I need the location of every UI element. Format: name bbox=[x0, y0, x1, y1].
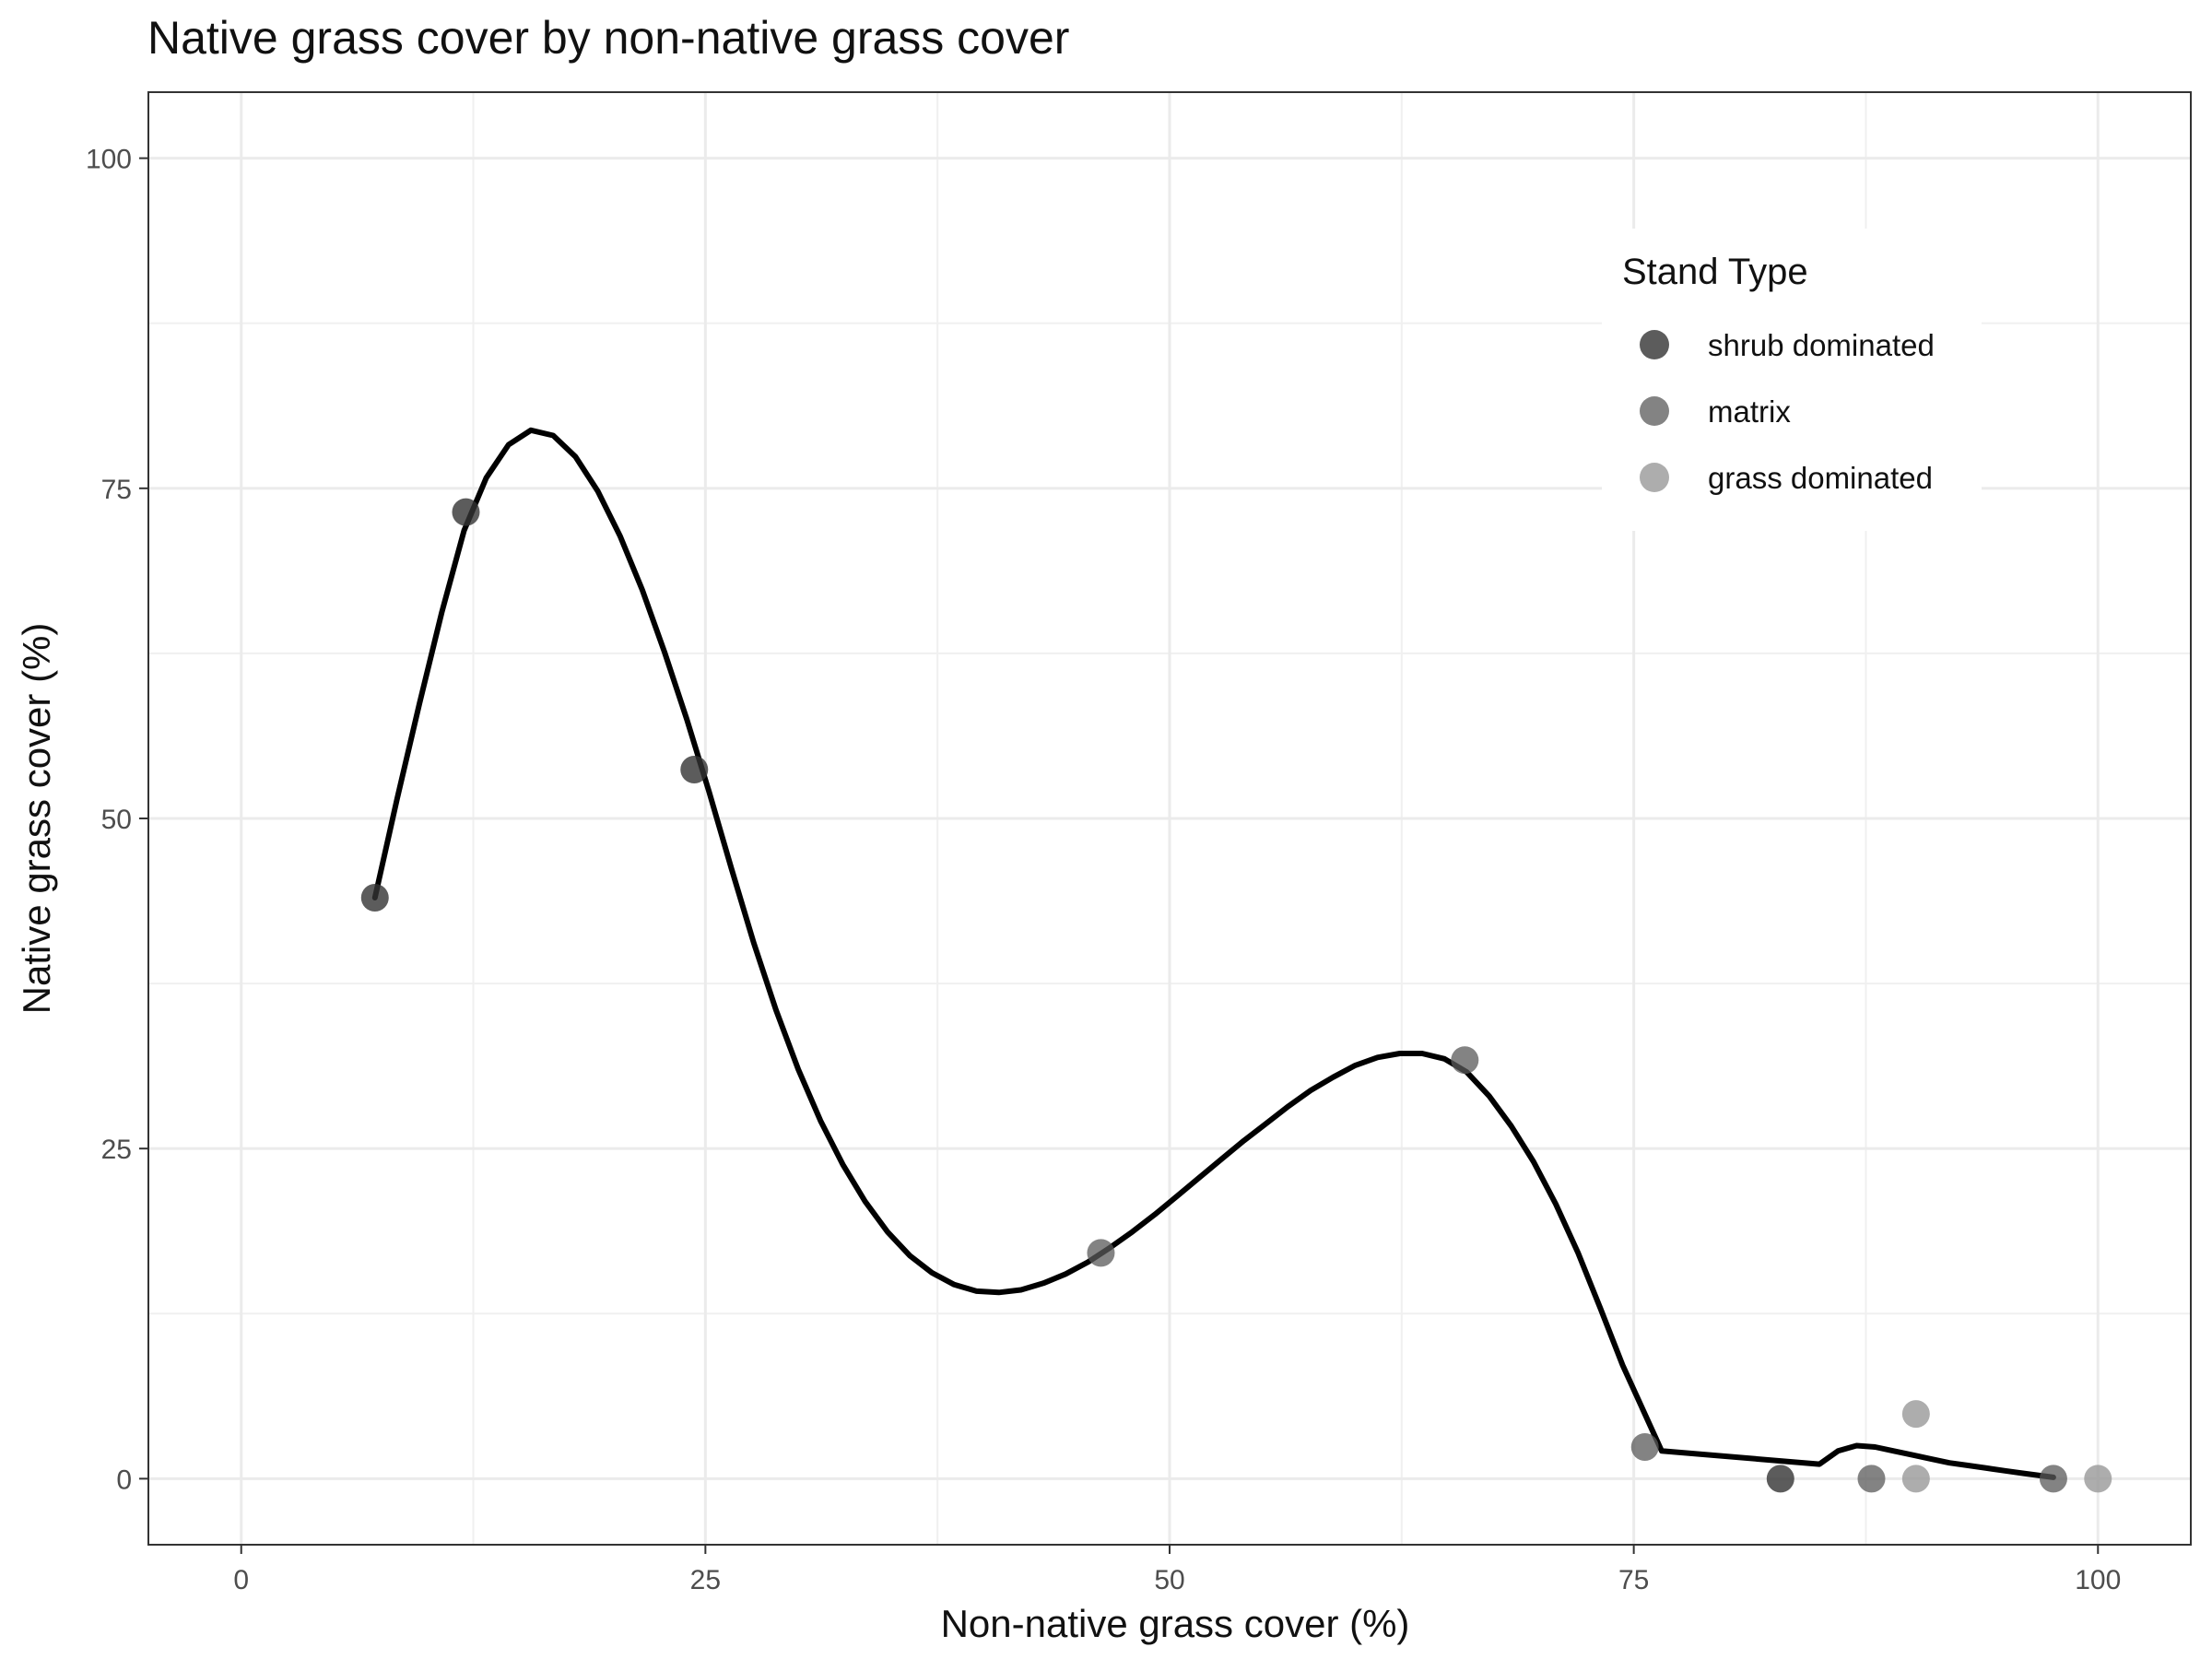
y-tick-label: 25 bbox=[101, 1135, 132, 1165]
legend-key-shrub-dominated bbox=[1640, 330, 1669, 359]
legend-key-matrix bbox=[1640, 396, 1669, 426]
data-point-matrix bbox=[2039, 1465, 2067, 1493]
x-axis-ticks: 0 25 50 75 100 bbox=[233, 1545, 2121, 1595]
x-tick-label: 50 bbox=[1154, 1565, 1184, 1595]
legend: Stand Type shrub dominated matrix grass … bbox=[1602, 229, 1982, 531]
chart-title: Native grass cover by non-native grass c… bbox=[147, 12, 1069, 64]
x-tick-label: 0 bbox=[233, 1565, 249, 1595]
data-point-shrub-dominated bbox=[1766, 1465, 1794, 1493]
x-tick-label: 75 bbox=[1618, 1565, 1649, 1595]
y-axis-ticks: 0 25 50 75 100 bbox=[86, 145, 148, 1495]
data-points bbox=[360, 498, 2112, 1493]
y-tick-label: 75 bbox=[101, 475, 132, 505]
data-point-matrix bbox=[1630, 1432, 1659, 1461]
y-tick-label: 100 bbox=[86, 145, 132, 175]
data-point-grass-dominated bbox=[2084, 1465, 2112, 1493]
data-point-matrix bbox=[1857, 1465, 1886, 1493]
y-tick-label: 0 bbox=[116, 1465, 132, 1495]
legend-label-matrix: matrix bbox=[1708, 394, 1791, 429]
legend-key-grass-dominated bbox=[1640, 463, 1669, 492]
x-axis-label: Non-native grass cover (%) bbox=[941, 1602, 1410, 1645]
data-point-matrix bbox=[1087, 1239, 1115, 1267]
legend-title: Stand Type bbox=[1622, 252, 1808, 292]
data-point-shrub-dominated bbox=[680, 755, 709, 783]
x-tick-label: 25 bbox=[690, 1565, 721, 1595]
y-tick-label: 50 bbox=[101, 805, 132, 835]
data-point-shrub-dominated bbox=[452, 498, 480, 526]
data-point-grass-dominated bbox=[1901, 1465, 1930, 1493]
data-point-grass-dominated bbox=[1901, 1400, 1930, 1429]
data-point-shrub-dominated bbox=[360, 883, 389, 912]
x-tick-label: 100 bbox=[2075, 1565, 2121, 1595]
y-axis-label: Native grass cover (%) bbox=[15, 623, 58, 1015]
legend-label-shrub-dominated: shrub dominated bbox=[1708, 328, 1935, 362]
smooth-trend-line bbox=[371, 427, 2056, 1480]
legend-label-grass-dominated: grass dominated bbox=[1708, 461, 1933, 495]
data-point-matrix bbox=[1451, 1046, 1479, 1075]
